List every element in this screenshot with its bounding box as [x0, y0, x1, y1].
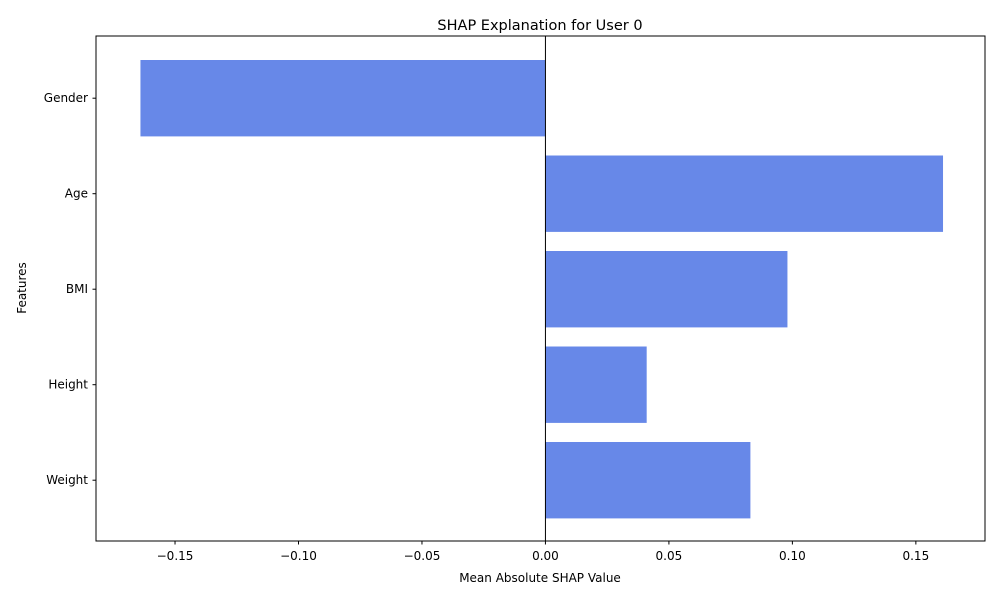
- plot-frame: [95, 35, 986, 542]
- x-tick-label: −0.10: [280, 549, 317, 563]
- y-axis-label: Features: [15, 262, 29, 314]
- bar-height: [545, 346, 647, 423]
- y-axis-ticks: Gender Age BMI Height Weight: [44, 91, 96, 487]
- y-tick-label-gender: Gender: [44, 91, 88, 105]
- x-tick-label: 0.10: [779, 549, 806, 563]
- bar-age: [545, 155, 944, 232]
- x-tick-label: 0.05: [656, 549, 683, 563]
- bar-weight: [545, 442, 751, 519]
- x-axis-ticks: −0.15 −0.10 −0.05 0.00 0.05 0.10 0.15: [157, 541, 929, 563]
- y-tick-label-age: Age: [65, 187, 88, 201]
- bars-group: [140, 60, 944, 519]
- bar-gender: [140, 60, 546, 137]
- y-tick-label-bmi: BMI: [66, 282, 88, 296]
- chart-title: SHAP Explanation for User 0: [437, 18, 642, 34]
- x-tick-label: −0.15: [157, 549, 194, 563]
- bar-bmi: [545, 251, 788, 328]
- x-axis-label: Mean Absolute SHAP Value: [459, 571, 621, 585]
- y-tick-label-weight: Weight: [46, 473, 88, 487]
- x-tick-label: 0.15: [902, 549, 929, 563]
- x-tick-label: 0.00: [532, 549, 559, 563]
- x-tick-label: −0.05: [404, 549, 441, 563]
- y-tick-label-height: Height: [48, 378, 88, 392]
